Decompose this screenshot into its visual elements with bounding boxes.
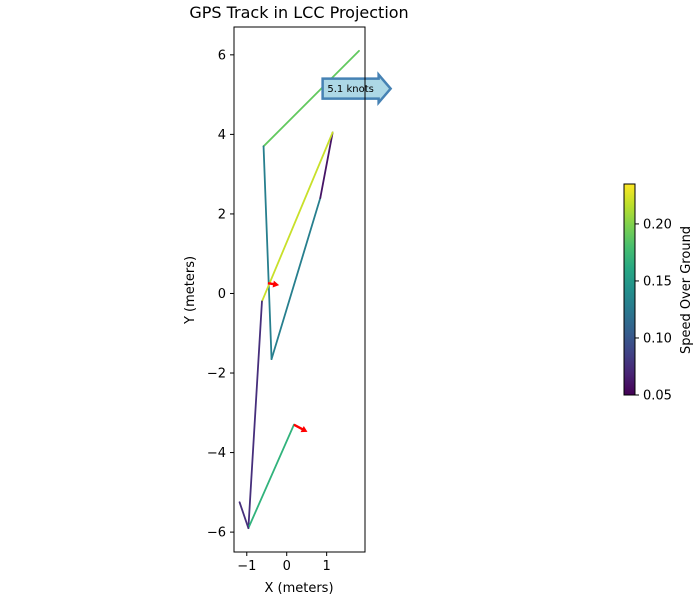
x-axis-label: X (meters) — [264, 581, 333, 596]
track-segment — [319, 131, 334, 199]
colorbar-label: Speed Over Ground — [679, 226, 694, 354]
y-tick-label: 2 — [218, 207, 226, 222]
speed-annotation-box — [321, 71, 393, 107]
x-tick-label: 1 — [323, 559, 331, 574]
chart-title: GPS Track in LCC Projection — [189, 3, 408, 22]
colorbar-scale — [623, 183, 636, 396]
direction-arrow — [267, 280, 280, 288]
colorbar-tick-label: 0.20 — [643, 217, 672, 232]
track-segment — [247, 300, 263, 530]
y-tick-label: 0 — [218, 287, 226, 302]
track-segment — [261, 131, 334, 303]
y-tick-label: −6 — [207, 526, 226, 541]
track-segment — [262, 145, 273, 361]
track-segment — [238, 501, 250, 530]
speed-annotation-text: 5.1 knots — [327, 84, 373, 95]
track-segment — [247, 423, 295, 530]
axes-frame — [233, 26, 366, 553]
direction-arrow — [293, 423, 308, 433]
colorbar: 0.05 0.10 0.15 0.20 — [623, 183, 672, 404]
track-segment — [270, 197, 322, 361]
y-tick-label: −4 — [207, 446, 226, 461]
y-tick-label: 6 — [218, 48, 226, 63]
y-tick-label: −2 — [207, 367, 226, 382]
colorbar-tick-label: 0.05 — [643, 389, 672, 404]
plot-area: 5.1 knots −1 0 1 −6 −4 −2 0 2 4 6 — [207, 26, 393, 574]
track-segment — [262, 49, 360, 148]
colorbar-tick-label: 0.15 — [643, 274, 672, 289]
y-axis-label: Y (meters) — [183, 256, 198, 325]
x-tick-label: −1 — [237, 559, 256, 574]
x-tick-label: 0 — [283, 559, 291, 574]
colorbar-tick-label: 0.10 — [643, 331, 672, 346]
y-tick-label: 4 — [218, 128, 226, 143]
